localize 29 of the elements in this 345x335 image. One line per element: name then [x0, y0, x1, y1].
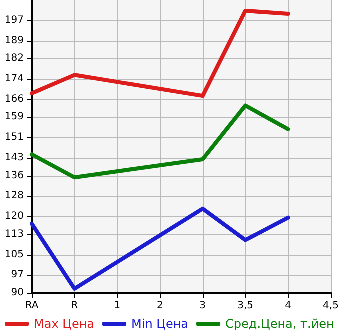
y-tick-label: 128 — [4, 190, 24, 202]
y-tick-label: 189 — [4, 35, 24, 46]
x-tick-label: 2 — [156, 300, 164, 312]
line-series — [30, 104, 290, 180]
y-tick-label: 105 — [4, 249, 24, 260]
x-tick-label: 4 — [285, 300, 292, 312]
y-tick-label: 159 — [4, 112, 24, 123]
y-tick-label: 151 — [4, 132, 24, 144]
y-tick-label: 182 — [4, 53, 24, 64]
line-series — [30, 206, 290, 291]
legend-label: Min Цена — [132, 317, 189, 331]
x-tick-label: 3 — [200, 300, 206, 312]
x-tick-label: RA — [25, 300, 39, 312]
y-tick-label: 166 — [4, 94, 24, 105]
y-tick-label: 120 — [4, 211, 24, 222]
y-tick-label: 113 — [4, 228, 24, 240]
legend-label: Max Цена — [34, 317, 95, 331]
y-tick-label: 174 — [4, 73, 24, 84]
y-tick-label: 97 — [11, 270, 24, 281]
x-tick-label: 1 — [114, 300, 121, 312]
x-tick-label: 3,5 — [238, 300, 254, 312]
y-tick-label: 143 — [4, 152, 24, 164]
y-tick-label: 90 — [11, 288, 24, 298]
x-tick-label: 4,5 — [323, 300, 339, 312]
y-tick-label: 136 — [4, 170, 24, 182]
y-tick-label: 197 — [4, 14, 24, 26]
legend-label: Сред.Цена, т.йен — [226, 317, 334, 331]
line-series — [30, 8, 290, 98]
x-tick-label: R — [71, 300, 78, 312]
